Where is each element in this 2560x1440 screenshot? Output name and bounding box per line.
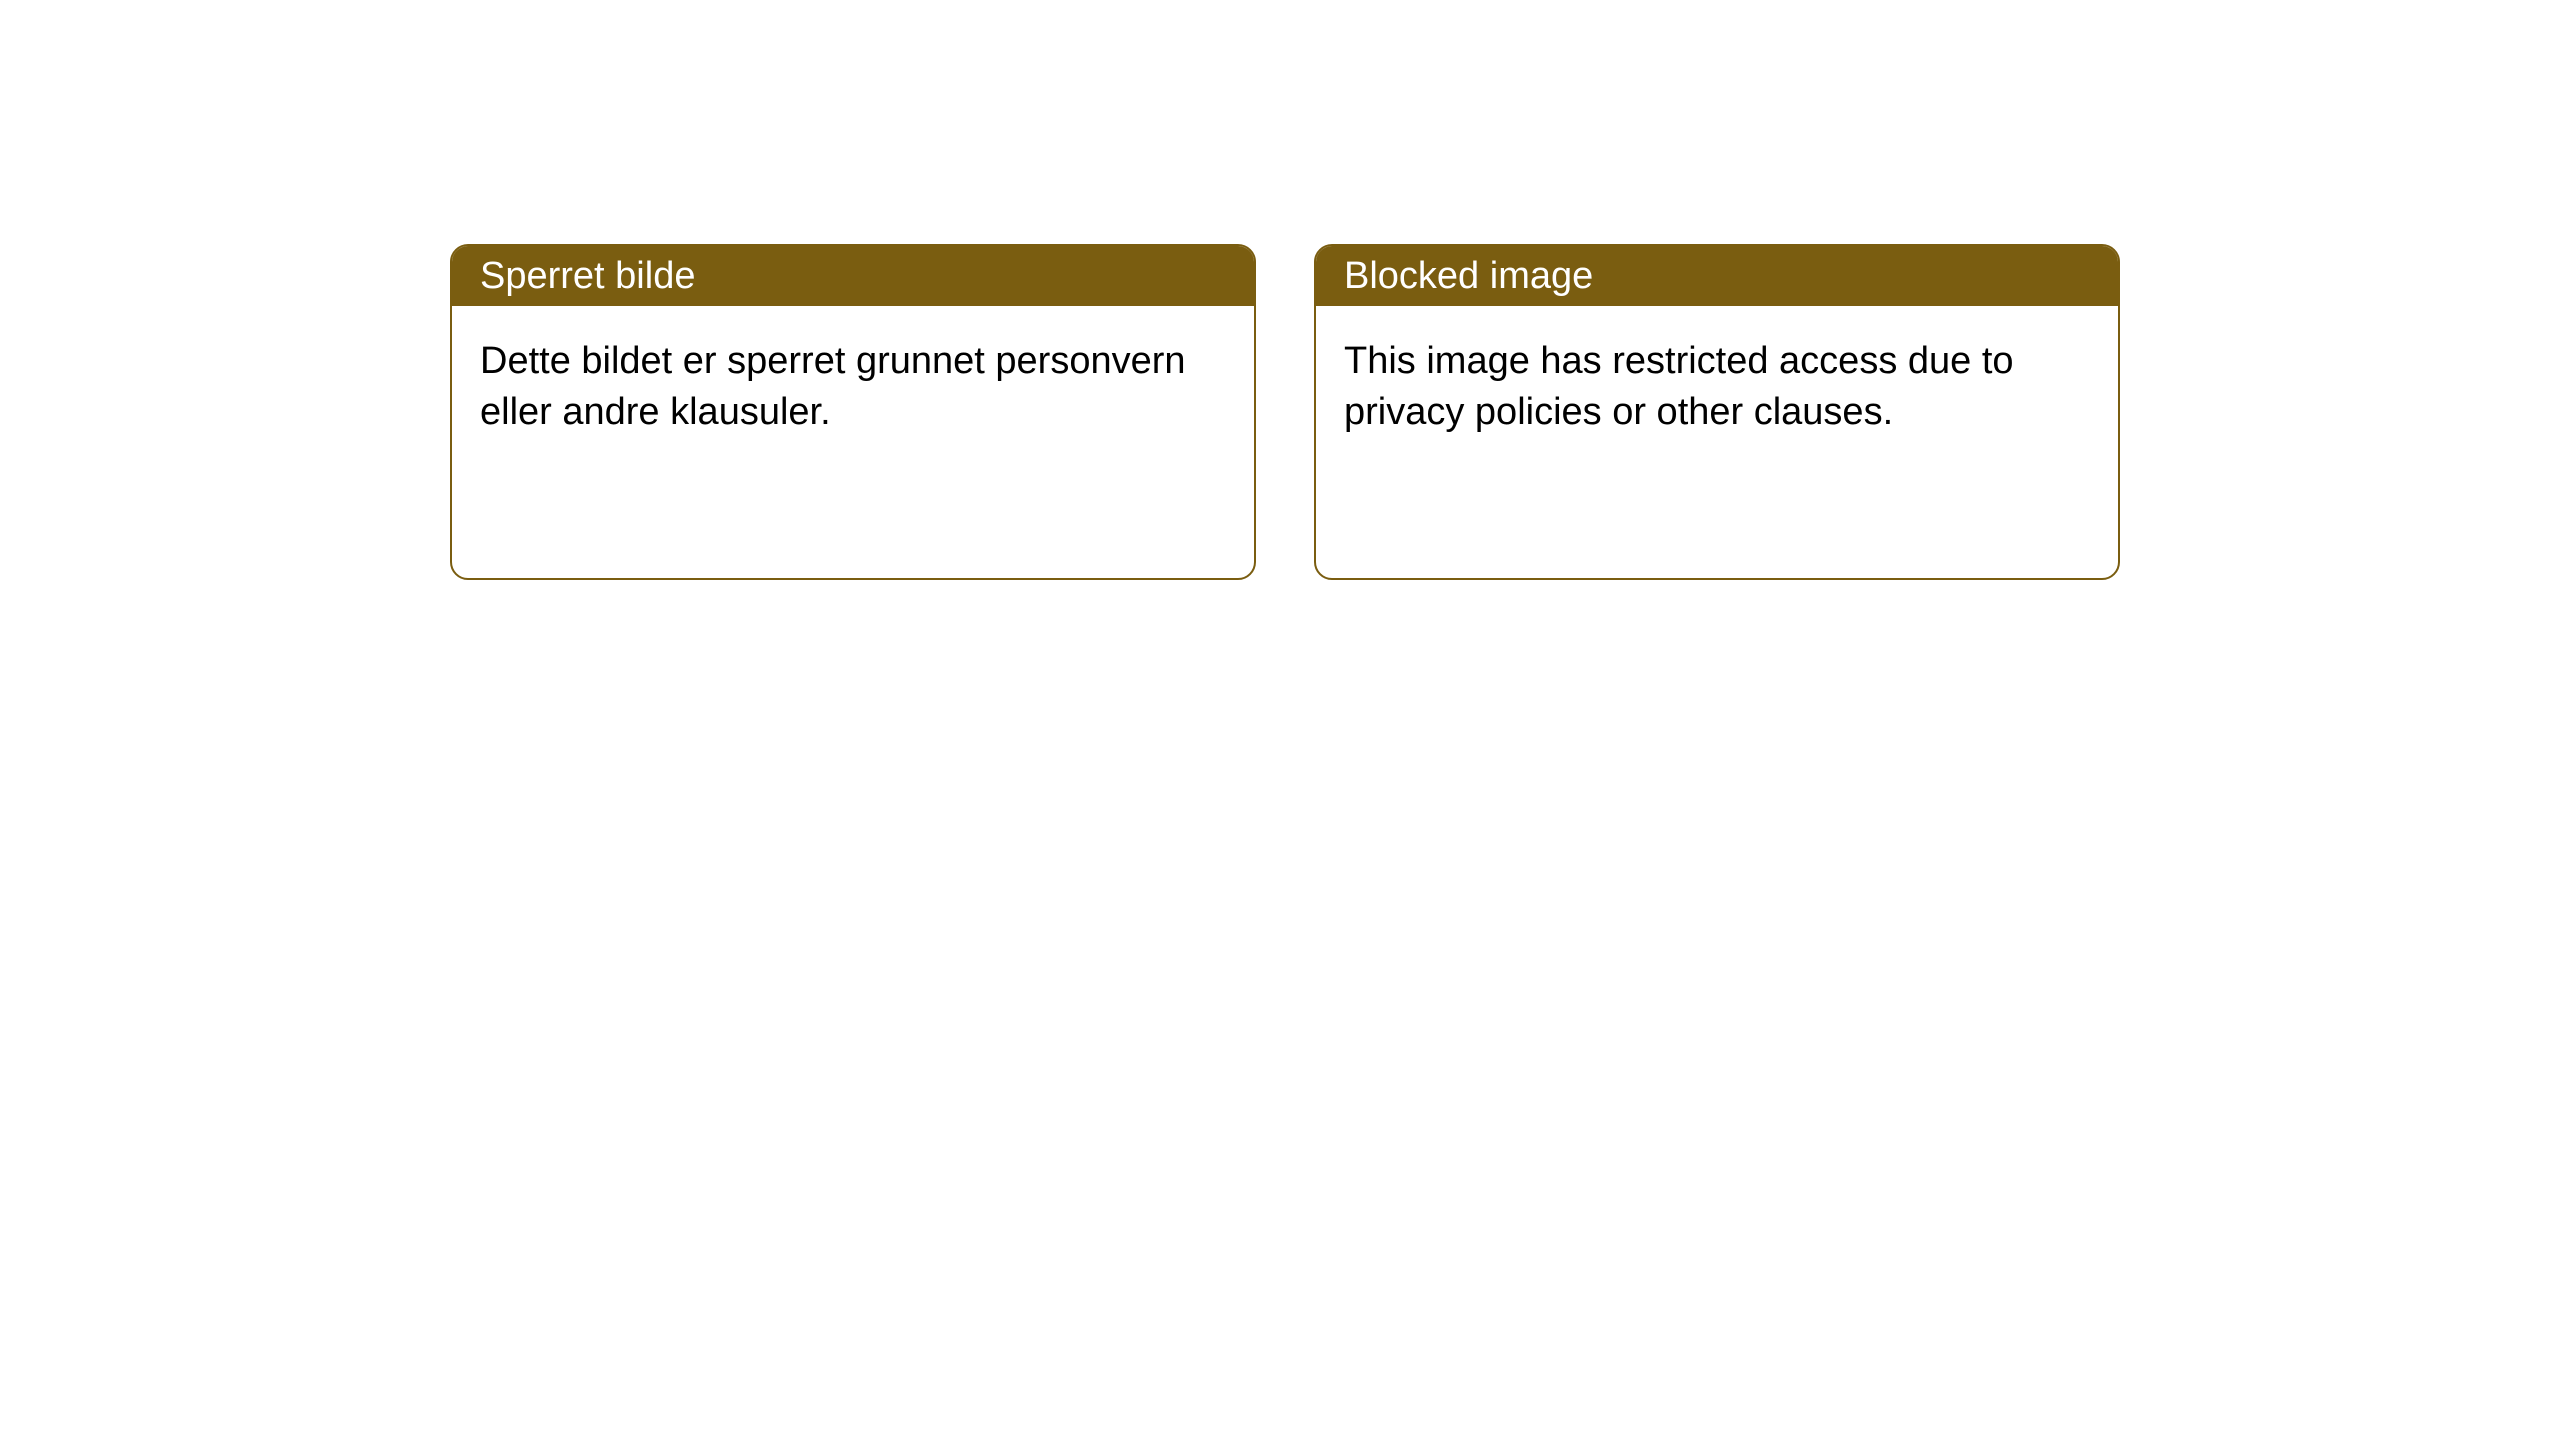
- notice-card-no: Sperret bilde Dette bildet er sperret gr…: [450, 244, 1256, 580]
- notice-body-en: This image has restricted access due to …: [1316, 306, 2118, 469]
- notice-title-no: Sperret bilde: [480, 255, 695, 298]
- notice-header-en: Blocked image: [1316, 246, 2118, 306]
- notice-text-no: Dette bildet er sperret grunnet personve…: [480, 340, 1186, 433]
- notice-header-no: Sperret bilde: [452, 246, 1254, 306]
- notice-card-en: Blocked image This image has restricted …: [1314, 244, 2120, 580]
- notice-body-no: Dette bildet er sperret grunnet personve…: [452, 306, 1254, 469]
- notice-container: Sperret bilde Dette bildet er sperret gr…: [0, 0, 2560, 580]
- notice-text-en: This image has restricted access due to …: [1344, 340, 2014, 433]
- notice-title-en: Blocked image: [1344, 255, 1593, 298]
